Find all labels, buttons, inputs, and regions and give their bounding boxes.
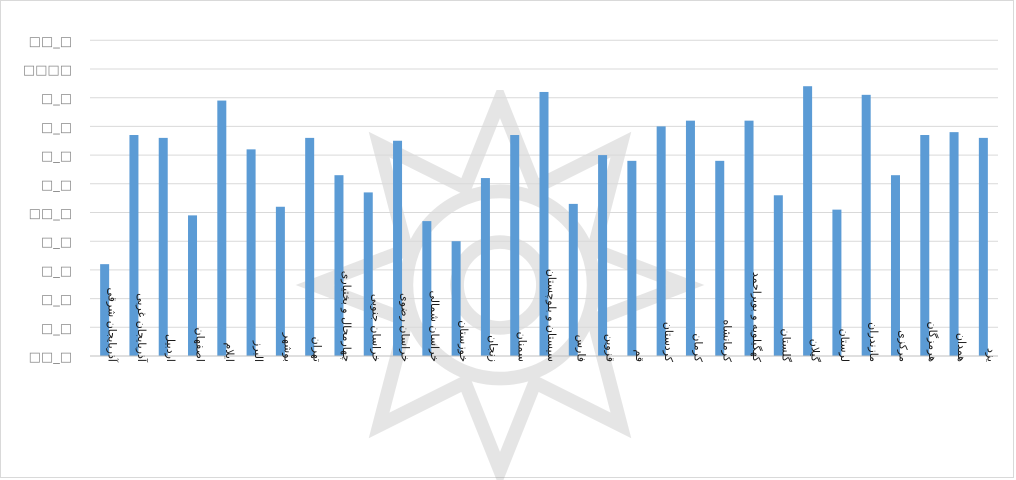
bar — [451, 241, 461, 356]
bar — [890, 175, 900, 356]
y-tick-label: □_□ — [41, 293, 72, 308]
x-category-label: اصفهان — [194, 328, 207, 362]
bar — [744, 120, 754, 356]
bar — [188, 215, 198, 356]
y-tick-label: □_□ — [41, 321, 72, 336]
bar — [773, 195, 783, 356]
x-category-label: همدان — [955, 333, 968, 362]
x-category-label: فارس — [574, 335, 587, 362]
x-category-label: سیستان و بلوچستان — [545, 269, 558, 362]
x-category-label: قم — [633, 349, 646, 362]
bar — [949, 132, 959, 356]
y-tick-label: □_□ — [41, 149, 72, 164]
bar — [246, 149, 256, 356]
bar — [568, 203, 578, 356]
bar — [539, 91, 549, 357]
x-category-label: بوشهر — [281, 332, 294, 362]
bar — [598, 155, 608, 356]
bars — [100, 86, 988, 357]
x-category-label: مازندران — [867, 322, 880, 362]
y-tick-label: □_□ — [41, 235, 72, 250]
y-tick-label: □_□ — [41, 264, 72, 279]
bar — [129, 135, 139, 356]
bar — [685, 120, 695, 356]
x-category-label: خراسان جنوبی — [369, 294, 382, 362]
x-category-label: اردبیل — [164, 334, 177, 362]
bar — [305, 137, 315, 356]
bar — [275, 206, 285, 356]
bar — [480, 178, 490, 356]
x-category-label: مرکزی — [896, 330, 909, 362]
y-tick-label: □□_□ — [29, 350, 72, 365]
bar — [422, 221, 432, 356]
x-category-label: لرستان — [838, 329, 851, 362]
y-tick-label: □_□ — [41, 178, 72, 193]
x-category-label: آذربایجان غربی — [135, 293, 149, 363]
bar — [656, 126, 666, 357]
x-category-label: خراسان شمالی — [428, 290, 441, 362]
x-category-label: کرمانشاه — [721, 319, 734, 362]
x-category-label: کردستان — [662, 322, 675, 363]
x-category-label: سمنان — [516, 332, 529, 362]
x-category-label: گلستان — [779, 329, 792, 363]
bar — [803, 86, 813, 356]
x-category-label: خراسان رضوی — [399, 293, 412, 362]
y-tick-label: □_□ — [41, 120, 72, 135]
y-axis-tick-labels: □□_□ □□□□ □_□ □_□ □_□ □_□ □□_□ □_□ □_□ □_□ □_□ □□_□ — [23, 34, 72, 365]
x-category-label: قزوین — [604, 334, 617, 362]
bar — [715, 160, 725, 356]
x-category-label: آذربایجان شرقی — [106, 288, 120, 363]
x-category-label: کهگیلویه و بویراحمد — [750, 272, 763, 363]
x-category-label: ایلام — [223, 343, 236, 363]
y-tick-label: □_□ — [41, 92, 72, 107]
bar — [393, 140, 403, 356]
x-category-label: هرمزگان — [926, 322, 939, 363]
x-category-label: تهران — [311, 337, 324, 362]
y-tick-label: □□_□ — [29, 34, 72, 49]
bar — [627, 160, 637, 356]
bar — [217, 100, 227, 356]
x-category-label: چهارمحال و بختیاری — [340, 271, 353, 362]
x-category-label: یزد — [984, 348, 997, 362]
x-category-label: گیلان — [809, 339, 822, 363]
bar — [363, 192, 373, 356]
y-tick-label: □□□□ — [23, 63, 72, 78]
y-tick-label: □□_□ — [29, 207, 72, 222]
x-category-label: البرز — [252, 340, 265, 362]
bar — [158, 137, 168, 356]
bar — [861, 94, 871, 356]
bar — [510, 135, 520, 356]
x-category-label: کرمان — [691, 333, 704, 362]
bar — [832, 209, 842, 356]
x-category-label: زنجان — [486, 335, 499, 362]
x-axis-category-labels: آذربایجان شرقی آذربایجان غربی اردبیل اصفهان… — [106, 269, 998, 363]
bar — [920, 135, 930, 356]
bar — [978, 137, 988, 356]
bar — [334, 175, 344, 356]
bar — [100, 264, 110, 356]
x-category-label: خوزستان — [457, 320, 470, 362]
